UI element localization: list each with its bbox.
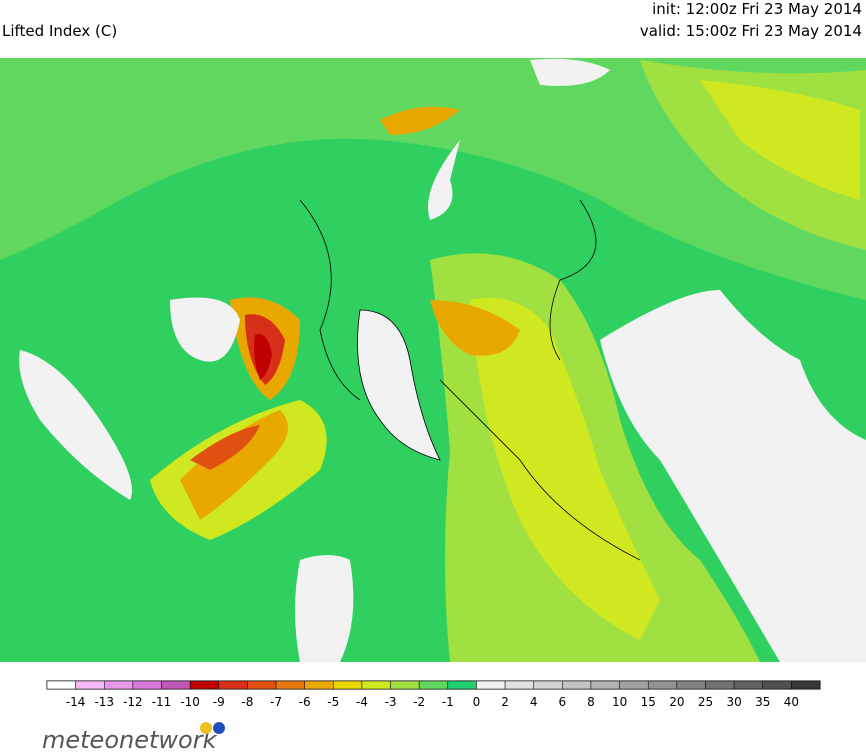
legend-swatch xyxy=(304,680,334,690)
legend-swatch xyxy=(275,680,305,690)
legend-swatch xyxy=(504,680,534,690)
legend-label: 8 xyxy=(587,695,595,709)
legend-swatch xyxy=(418,680,449,690)
legend-label: -2 xyxy=(413,695,425,709)
legend-swatch xyxy=(676,680,706,690)
legend-label: -7 xyxy=(270,695,282,709)
legend-swatch xyxy=(75,680,105,690)
legend-label: 4 xyxy=(530,695,538,709)
legend-swatch xyxy=(647,680,678,690)
legend-label: 10 xyxy=(612,695,627,709)
init-time: init: 12:00z Fri 23 May 2014 xyxy=(652,0,862,18)
legend-swatch xyxy=(562,680,592,690)
legend-swatch xyxy=(390,680,420,690)
legend-label: -8 xyxy=(241,695,253,709)
legend-label: 40 xyxy=(784,695,799,709)
legend-label: -1 xyxy=(442,695,454,709)
map xyxy=(0,58,866,663)
logo-dot xyxy=(200,722,212,734)
legend-swatch xyxy=(476,680,506,690)
valid-time: valid: 15:00z Fri 23 May 2014 xyxy=(640,22,862,40)
legend-label: 15 xyxy=(641,695,656,709)
legend-label: -9 xyxy=(213,695,225,709)
legend-swatch xyxy=(619,680,649,690)
legend-label: -4 xyxy=(356,695,368,709)
logo-dot xyxy=(213,722,225,734)
legend-swatch xyxy=(705,680,735,690)
legend-label: -6 xyxy=(299,695,311,709)
legend-label: 35 xyxy=(755,695,770,709)
legend-label: -12 xyxy=(123,695,143,709)
legend-label: 0 xyxy=(473,695,481,709)
legend-label: 25 xyxy=(698,695,713,709)
legend-swatch xyxy=(189,680,220,690)
legend-swatch xyxy=(533,680,563,690)
legend-swatch xyxy=(161,680,191,690)
legend-swatch xyxy=(361,680,391,690)
legend-swatch xyxy=(218,680,248,690)
map-title: Lifted Index (C) xyxy=(2,22,117,40)
logo-text: meteonetwork xyxy=(42,726,218,750)
legend-swatch xyxy=(733,680,763,690)
legend-label: 20 xyxy=(669,695,684,709)
legend-swatch xyxy=(132,680,162,690)
legend-label: -13 xyxy=(94,695,114,709)
legend-swatch xyxy=(333,680,363,690)
legend-swatch xyxy=(590,680,620,690)
legend: -14 -13 -12 -11 -10 -9 -8 -7 -6 -5 -4 -3 -2 -1 0 2 4 6 8 10… xyxy=(46,680,821,709)
legend-swatch xyxy=(46,680,76,690)
legend-label: 2 xyxy=(501,695,509,709)
legend-label: -5 xyxy=(327,695,339,709)
legend-swatch xyxy=(247,680,277,690)
legend-swatch xyxy=(104,680,134,690)
legend-swatch xyxy=(447,680,477,690)
legend-label: -14 xyxy=(66,695,86,709)
legend-label: -11 xyxy=(152,695,172,709)
legend-label: -10 xyxy=(180,695,200,709)
legend-label: -3 xyxy=(385,695,397,709)
legend-label: 6 xyxy=(559,695,567,709)
legend-swatch xyxy=(791,680,821,690)
legend-label: 30 xyxy=(726,695,741,709)
legend-swatch xyxy=(762,680,792,690)
